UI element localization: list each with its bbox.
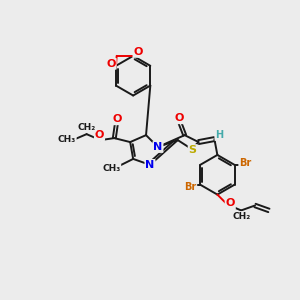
Text: O: O: [112, 114, 122, 124]
Text: S: S: [189, 145, 196, 155]
Text: N: N: [153, 142, 163, 152]
Text: Br: Br: [239, 158, 252, 168]
Text: O: O: [226, 199, 235, 208]
Text: CH₃: CH₃: [58, 135, 76, 144]
Text: O: O: [134, 47, 143, 57]
Text: O: O: [95, 130, 104, 140]
Text: O: O: [174, 113, 183, 123]
Text: CH₂: CH₂: [77, 123, 96, 132]
Text: Br: Br: [184, 182, 196, 192]
Text: N: N: [146, 160, 154, 170]
Text: CH₂: CH₂: [232, 212, 250, 221]
Text: CH₃: CH₃: [102, 164, 121, 173]
Text: O: O: [106, 59, 116, 69]
Text: H: H: [215, 130, 223, 140]
